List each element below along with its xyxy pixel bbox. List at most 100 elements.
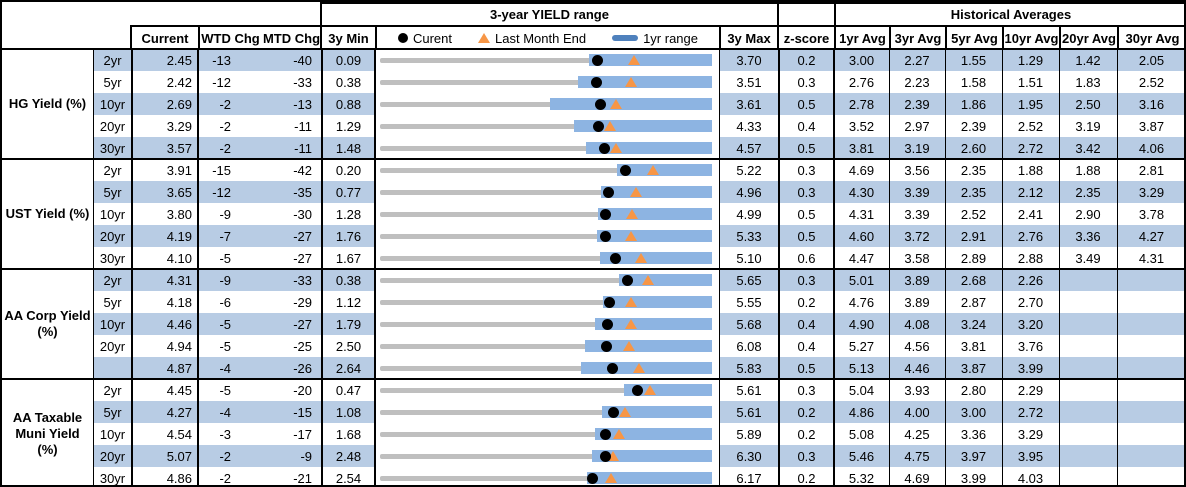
current-cell: 4.46 (132, 313, 198, 335)
3y-min-cell: 0.47 (322, 379, 375, 401)
3y-max-cell: 5.83 (719, 357, 779, 379)
1yr-range-bar (578, 76, 712, 88)
z-score-cell: 0.3 (779, 445, 834, 467)
mtd-chg-cell: -35 (264, 181, 322, 203)
mtd-chg-cell: -25 (264, 335, 322, 357)
avg-cell-3yr: 3.89 (889, 291, 945, 313)
3y-max-cell: 4.96 (719, 181, 779, 203)
3y-min-cell: 0.77 (322, 181, 375, 203)
last-month-end-triangle-icon (609, 99, 622, 109)
avg-cell-10yr: 2.88 (1002, 247, 1059, 269)
avg-column-header-5yr: 5yr Avg (945, 25, 1004, 51)
avg-cell-1yr: 5.04 (834, 379, 889, 401)
3y-max-cell: 4.33 (719, 115, 779, 137)
avg-cell-3yr: 2.27 (889, 49, 945, 71)
1yr-range-bar (619, 274, 712, 286)
1yr-range-bar (595, 318, 712, 330)
3y-min-cell: 0.88 (322, 93, 375, 115)
avg-cell-1yr: 5.27 (834, 335, 889, 357)
avg-cell-5yr: 3.97 (945, 445, 1002, 467)
z-score-cell: 0.6 (779, 247, 834, 269)
avg-cell-20yr (1059, 357, 1117, 379)
avg-cell-1yr: 5.08 (834, 423, 889, 445)
last-month-end-triangle-icon (604, 121, 617, 131)
tenor-cell: 30yr (93, 137, 132, 159)
avg-cell-5yr: 3.36 (945, 423, 1002, 445)
avg-cell-20yr (1059, 335, 1117, 357)
avg-cell-5yr: 2.68 (945, 269, 1002, 291)
avg-cell-30yr (1117, 423, 1184, 445)
avg-cell-10yr: 3.99 (1002, 357, 1059, 379)
avg-cell-20yr: 2.90 (1059, 203, 1117, 225)
mtd-chg-cell: -33 (264, 71, 322, 93)
mtd-chg-cell: -26 (264, 357, 322, 379)
mtd-chg-cell: -30 (264, 203, 322, 225)
chart-track (380, 322, 712, 327)
z-score-cell: 0.4 (779, 313, 834, 335)
chart-track (380, 124, 712, 129)
last-month-end-triangle-icon (626, 209, 639, 219)
3y-max-cell: 6.08 (719, 335, 779, 357)
mtd-chg-cell: -40 (264, 49, 322, 71)
avg-cell-10yr: 2.72 (1002, 401, 1059, 423)
3y-max-cell: 5.89 (719, 423, 779, 445)
wtd-chg-cell: -13 (198, 49, 264, 71)
range-chart (375, 181, 719, 203)
current-dot-icon (594, 98, 606, 110)
avg-cell-10yr: 2.76 (1002, 225, 1059, 247)
z-score-cell: 0.5 (779, 225, 834, 247)
row-divider-line (2, 158, 1184, 160)
current-cell: 2.42 (132, 71, 198, 93)
chart-track (380, 102, 712, 107)
historical-averages-section-header: Historical Averages (834, 2, 1184, 27)
current-dot-icon (586, 472, 598, 484)
tenor-cell: 2yr (93, 159, 132, 181)
avg-cell-5yr: 2.35 (945, 181, 1002, 203)
avg-cell-3yr: 2.97 (889, 115, 945, 137)
3y-max-cell: 5.55 (719, 291, 779, 313)
row-divider-line (2, 378, 1184, 380)
current-cell: 4.87 (132, 357, 198, 379)
current-dot-icon (600, 428, 612, 440)
wtd-chg-cell: -5 (198, 379, 264, 401)
tenor-cell: 5yr (93, 181, 132, 203)
current-cell: 4.27 (132, 401, 198, 423)
z-score-cell: 0.2 (779, 467, 834, 485)
avg-cell-10yr: 1.95 (1002, 93, 1059, 115)
last-month-end-triangle-icon (478, 33, 491, 43)
3y-max-cell: 5.65 (719, 269, 779, 291)
last-month-end-triangle-icon (625, 231, 638, 241)
wtd-chg-cell: -4 (198, 357, 264, 379)
avg-cell-5yr: 2.87 (945, 291, 1002, 313)
wtd-chg-cell: -5 (198, 335, 264, 357)
z-score-column-header: z-score (777, 25, 836, 51)
avg-cell-5yr: 1.86 (945, 93, 1002, 115)
3y-min-cell: 1.28 (322, 203, 375, 225)
avg-cell-3yr: 4.69 (889, 467, 945, 485)
avg-cell-3yr: 4.46 (889, 357, 945, 379)
current-dot-icon (600, 340, 612, 352)
3y-max-cell: 4.57 (719, 137, 779, 159)
mtd-chg-cell: -9 (264, 445, 322, 467)
1yr-range-bar (596, 230, 712, 242)
avg-cell-5yr: 3.81 (945, 335, 1002, 357)
avg-cell-30yr: 2.52 (1117, 71, 1184, 93)
wtd-chg-cell: -5 (198, 313, 264, 335)
avg-cell-5yr: 3.99 (945, 467, 1002, 485)
avg-cell-5yr: 2.52 (945, 203, 1002, 225)
last-month-end-triangle-icon (647, 165, 660, 175)
avg-cell-10yr: 2.41 (1002, 203, 1059, 225)
legend-1yr-range-item: 1yr range (612, 31, 698, 46)
chart-track (380, 190, 712, 195)
wtd-chg-cell: -9 (198, 203, 264, 225)
column-divider-line (131, 49, 133, 485)
3y-max-cell: 3.51 (719, 71, 779, 93)
wtd-chg-cell: -7 (198, 225, 264, 247)
avg-cell-20yr: 3.42 (1059, 137, 1117, 159)
wtd-chg-cell: -12 (198, 181, 264, 203)
chart-track (380, 410, 712, 415)
avg-cell-5yr: 2.35 (945, 159, 1002, 181)
chart-track (380, 388, 712, 393)
current-dot-icon (609, 252, 621, 264)
range-chart (375, 401, 719, 423)
